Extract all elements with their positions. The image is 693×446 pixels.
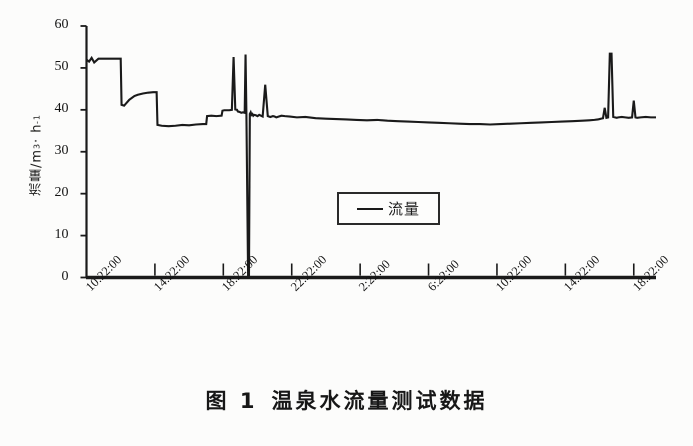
figure-caption: 图 1 温泉水流量测试数据 (0, 385, 693, 415)
y-tick-label: 0 (61, 268, 69, 284)
figure-caption-index: 图 1 (205, 389, 258, 413)
y-axis-title-sep: · h (29, 123, 45, 144)
figure-caption-text: 温泉水流量测试数据 (271, 389, 488, 413)
y-tick-label: 20 (54, 184, 69, 200)
y-tick-label: 10 (54, 226, 69, 242)
y-tick-label: 30 (54, 142, 69, 158)
x-tick-marks (85, 263, 635, 276)
y-tick-label: 40 (54, 100, 69, 116)
legend-label-flow: 流量 (387, 200, 420, 218)
legend-line-swatch (356, 207, 383, 210)
y-tick-label: 50 (54, 58, 69, 74)
axis-lines (85, 26, 656, 280)
data-line-flow (85, 52, 656, 279)
chart-plot-area: 流量/m 3 · h -1 0 10 20 30 40 50 60 10:22:00 14:22:… (29, 17, 672, 293)
chart-svg (80, 25, 656, 280)
y-tick-label: 60 (54, 17, 69, 32)
chart-legend: 流量 (337, 192, 440, 225)
y-tick-marks (80, 25, 87, 279)
data-series-group (85, 52, 656, 279)
